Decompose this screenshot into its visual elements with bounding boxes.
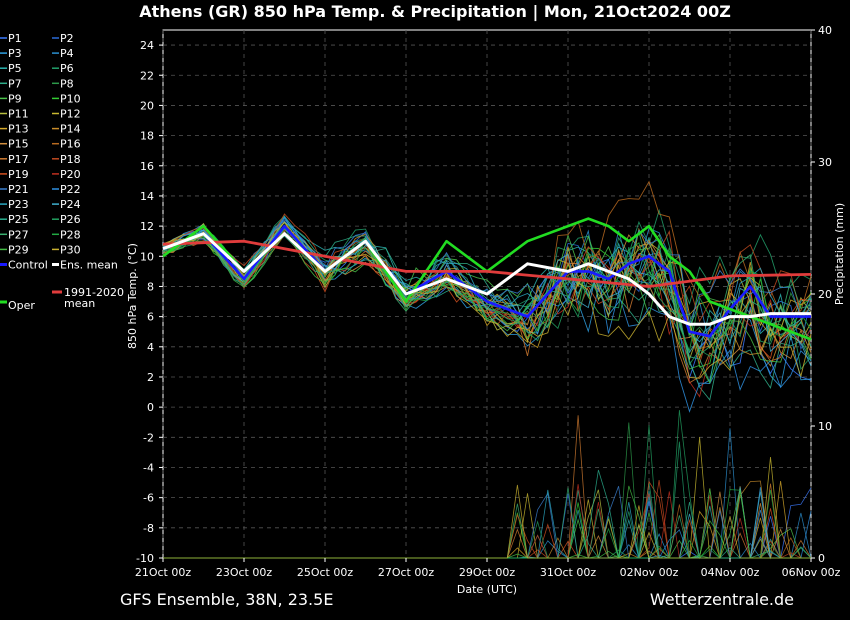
ensemble-chart: Athens (GR) 850 hPa Temp. & Precipitatio… [0, 0, 850, 620]
legend-label: Control [8, 259, 48, 272]
x-axis-ticks: 21Oct 00z 23Oct 00z 25Oct 00z 27Oct 00z 29Oc… [135, 558, 841, 579]
legend-label: P29 [8, 243, 29, 256]
y-tick-label: 20 [140, 99, 154, 112]
legend-label: P20 [60, 168, 81, 181]
legend-label: P16 [60, 138, 81, 151]
legend-label: P5 [8, 62, 22, 75]
y-tick-label: -4 [143, 461, 154, 474]
legend-label: P11 [8, 108, 29, 121]
x-tick-label: 04Nov 00z [701, 566, 760, 579]
x-axis-label: Date (UTC) [457, 583, 517, 596]
y2-axis-label: Precipitation (mm) [833, 203, 846, 305]
legend-label: P7 [8, 77, 22, 90]
legend: P1 P2 P3 P4 P5 P6 P7 P8 P9 P10 P11 P12 P13 P14 P15 P16 P… [0, 32, 124, 312]
y-tick-label: 24 [140, 39, 154, 52]
x-tick-label: 23Oct 00z [216, 566, 273, 579]
legend-label: P4 [60, 47, 74, 60]
legend-label: P18 [60, 153, 81, 166]
legend-label: P21 [8, 183, 29, 196]
y-tick-label: 8 [147, 280, 154, 293]
y-tick-label: -2 [143, 431, 154, 444]
legend-label: P28 [60, 228, 81, 241]
x-tick-label: 31Oct 00z [540, 566, 597, 579]
y-tick-label: 18 [140, 130, 154, 143]
legend-label: P19 [8, 168, 29, 181]
footer-source: Wetterzentrale.de [650, 590, 794, 609]
y-tick-label: -8 [143, 522, 154, 535]
y2-tick-label: 0 [818, 552, 825, 565]
legend-label: P6 [60, 62, 74, 75]
legend-label-oper: Oper [8, 299, 35, 312]
y-tick-label: -6 [143, 492, 154, 505]
legend-label: P1 [8, 32, 22, 45]
x-tick-label: 02Nov 00z [620, 566, 679, 579]
legend-label: P12 [60, 108, 81, 121]
legend-label: P10 [60, 92, 81, 105]
y2-tick-label: 10 [818, 420, 832, 433]
y-tick-label: 22 [140, 69, 154, 82]
legend-label: P8 [60, 77, 74, 90]
x-tick-label: 27Oct 00z [378, 566, 435, 579]
legend-label: P9 [8, 92, 22, 105]
y-tick-label: 6 [147, 311, 154, 324]
y-tick-label: 10 [140, 250, 154, 263]
legend-label: P26 [60, 213, 81, 226]
x-tick-label: 21Oct 00z [135, 566, 192, 579]
y-tick-label: 12 [140, 220, 154, 233]
x-tick-label: 25Oct 00z [297, 566, 354, 579]
x-tick-label: 29Oct 00z [459, 566, 516, 579]
legend-label: Ens. mean [60, 259, 118, 272]
legend-label: P25 [8, 213, 29, 226]
y-tick-label: -10 [136, 552, 154, 565]
legend-label: P24 [60, 198, 81, 211]
y-axis-label: 850 hPa Temp. (°C) [126, 243, 139, 349]
y2-tick-label: 30 [818, 156, 832, 169]
y-tick-label: 14 [140, 190, 154, 203]
legend-label-clim-2: mean [64, 297, 95, 310]
y-tick-label: 16 [140, 160, 154, 173]
y-tick-label: 4 [147, 341, 154, 354]
legend-label: P14 [60, 123, 81, 136]
y2-tick-label: 20 [818, 288, 832, 301]
y2-axis-ticks: 0 10 20 30 40 [811, 24, 832, 565]
legend-label: P22 [60, 183, 81, 196]
legend-label: P15 [8, 138, 29, 151]
y-tick-label: 0 [147, 401, 154, 414]
chart-title: Athens (GR) 850 hPa Temp. & Precipitatio… [139, 2, 731, 22]
legend-label: P3 [8, 47, 22, 60]
legend-label: P30 [60, 243, 81, 256]
legend-label: P27 [8, 228, 29, 241]
legend-label: P17 [8, 153, 29, 166]
legend-label: P2 [60, 32, 74, 45]
x-tick-label: 06Nov 00z [782, 566, 841, 579]
y2-tick-label: 40 [818, 24, 832, 37]
legend-label: P23 [8, 198, 29, 211]
y-tick-label: 2 [147, 371, 154, 384]
legend-label: P13 [8, 123, 29, 136]
footer-model: GFS Ensemble, 38N, 23.5E [120, 590, 333, 609]
